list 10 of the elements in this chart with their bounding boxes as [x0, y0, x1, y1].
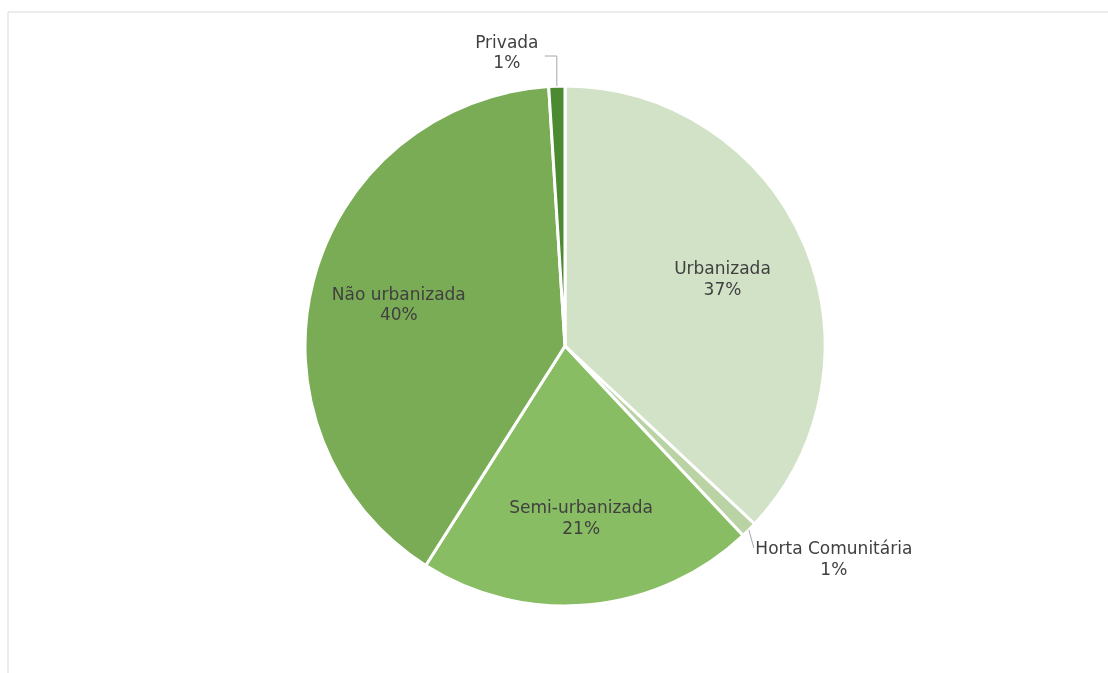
data-label: 21%	[562, 517, 601, 538]
data-label: 1%	[493, 52, 521, 72]
slice-label: Horta Comunitária	[755, 538, 913, 559]
slice-label: Privada	[475, 31, 539, 52]
slice-label: Não urbanizada	[331, 283, 466, 304]
data-label: 40%	[379, 304, 418, 325]
slice-label: Semi-urbanizada	[509, 497, 653, 518]
data-label: 1%	[820, 558, 848, 579]
data-label: 37%	[703, 278, 742, 299]
slice-label: Urbanizada	[674, 258, 771, 279]
